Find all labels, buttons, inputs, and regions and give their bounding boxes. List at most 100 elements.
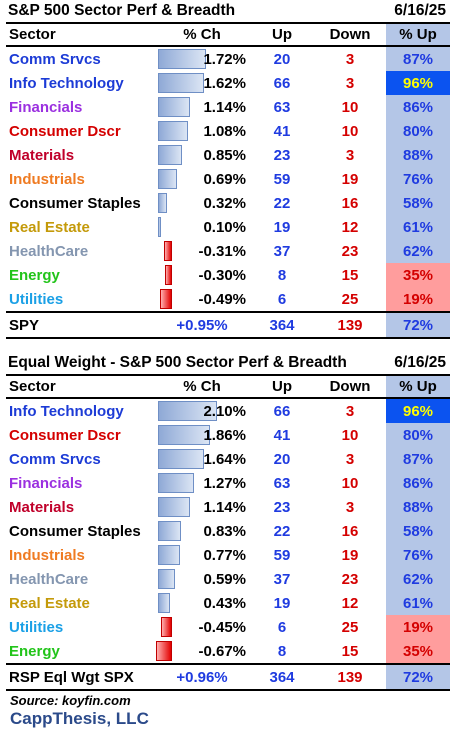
table-row: Materials 0.85% 23 3 88% bbox=[6, 143, 450, 167]
pct-change-cell: 1.86% bbox=[154, 423, 250, 447]
total-pct-change: +0.96% bbox=[154, 663, 250, 691]
total-up: 364 bbox=[250, 663, 314, 691]
up-count: 8 bbox=[277, 642, 287, 660]
down-count: 3 bbox=[345, 74, 355, 92]
sector-name: Financials bbox=[9, 474, 83, 492]
positive-change-bar bbox=[158, 97, 190, 117]
header-pct-change: % Ch bbox=[154, 22, 250, 47]
positive-change-bar bbox=[158, 473, 194, 493]
table-header: Sector % Ch Up Down % Up bbox=[6, 374, 450, 399]
up-count: 20 bbox=[273, 450, 291, 468]
total-up: 364 bbox=[250, 311, 314, 339]
pct-change-value: 1.27% bbox=[203, 474, 246, 492]
positive-change-bar bbox=[158, 145, 182, 165]
total-down: 139 bbox=[314, 663, 386, 691]
total-pct-up: 72% bbox=[386, 311, 450, 339]
up-count: 66 bbox=[273, 402, 291, 420]
header-sector: Sector bbox=[6, 374, 154, 399]
header-pct-up: % Up bbox=[386, 374, 450, 399]
down-count: 25 bbox=[341, 290, 359, 308]
pct-up: 96% bbox=[386, 71, 450, 95]
down-count: 10 bbox=[341, 98, 359, 116]
total-label: RSP Eql Wgt SPX bbox=[6, 663, 154, 691]
sector-name: Info Technology bbox=[9, 74, 124, 92]
up-count: 8 bbox=[277, 266, 287, 284]
header-pct-up: % Up bbox=[386, 22, 450, 47]
pct-change-value: 0.83% bbox=[203, 522, 246, 540]
header-down: Down bbox=[314, 374, 386, 399]
down-count: 3 bbox=[345, 146, 355, 164]
positive-change-bar bbox=[158, 569, 175, 589]
table-row: Comm Srvcs 1.64% 20 3 87% bbox=[6, 447, 450, 471]
header-up: Up bbox=[250, 374, 314, 399]
total-pct-change: +0.95% bbox=[154, 311, 250, 339]
pct-change-cell: 1.08% bbox=[154, 119, 250, 143]
table-row: Consumer Staples 0.83% 22 16 58% bbox=[6, 519, 450, 543]
pct-change-cell: 1.14% bbox=[154, 95, 250, 119]
positive-change-bar bbox=[158, 73, 204, 93]
pct-change-cell: 0.43% bbox=[154, 591, 250, 615]
positive-change-bar bbox=[158, 401, 217, 421]
pct-up: 35% bbox=[386, 263, 450, 287]
up-count: 6 bbox=[277, 290, 287, 308]
up-count: 23 bbox=[273, 498, 291, 516]
sector-name: Industrials bbox=[9, 170, 85, 188]
pct-change-cell: 1.27% bbox=[154, 471, 250, 495]
table-total-row: SPY +0.95% 364 139 72% bbox=[6, 311, 450, 339]
pct-change-cell: -0.67% bbox=[154, 639, 250, 664]
down-count: 12 bbox=[341, 594, 359, 612]
up-count: 66 bbox=[273, 74, 291, 92]
up-count: 19 bbox=[273, 218, 291, 236]
pct-up: 80% bbox=[386, 423, 450, 447]
down-count: 3 bbox=[345, 402, 355, 420]
pct-up: 88% bbox=[386, 495, 450, 519]
sector-name: Utilities bbox=[9, 618, 64, 636]
sector-name: Comm Srvcs bbox=[9, 50, 101, 68]
down-count: 10 bbox=[341, 426, 359, 444]
total-down: 139 bbox=[314, 311, 386, 339]
pct-up: 61% bbox=[386, 215, 450, 239]
header-sector: Sector bbox=[6, 22, 154, 47]
up-count: 41 bbox=[273, 426, 291, 444]
pct-change-value: 2.10% bbox=[203, 402, 246, 420]
pct-up: 88% bbox=[386, 143, 450, 167]
total-label: SPY bbox=[6, 311, 154, 339]
sector-name: HealthCare bbox=[9, 570, 89, 588]
pct-up: 76% bbox=[386, 167, 450, 191]
table-title: Equal Weight - S&P 500 Sector Perf & Bre… bbox=[8, 354, 347, 371]
negative-change-bar bbox=[160, 289, 172, 309]
up-count: 6 bbox=[277, 618, 287, 636]
pct-change-cell: 1.14% bbox=[154, 495, 250, 519]
pct-change-value: -0.49% bbox=[198, 290, 246, 308]
table-row: HealthCare 0.59% 37 23 62% bbox=[6, 567, 450, 591]
table-row: Consumer Dscr 1.08% 41 10 80% bbox=[6, 119, 450, 143]
table-header: Sector % Ch Up Down % Up bbox=[6, 22, 450, 47]
pct-change-cell: 0.85% bbox=[154, 143, 250, 167]
down-count: 19 bbox=[341, 546, 359, 564]
pct-up: 76% bbox=[386, 543, 450, 567]
pct-change-cell: -0.30% bbox=[154, 263, 250, 287]
sector-name: Real Estate bbox=[9, 594, 90, 612]
pct-change-value: 0.85% bbox=[203, 146, 246, 164]
pct-change-value: 0.77% bbox=[203, 546, 246, 564]
pct-up: 19% bbox=[386, 615, 450, 639]
positive-change-bar bbox=[158, 121, 188, 141]
sector-name: Consumer Staples bbox=[9, 522, 141, 540]
up-count: 22 bbox=[273, 194, 291, 212]
pct-change-value: 1.14% bbox=[203, 98, 246, 116]
pct-change-value: 1.08% bbox=[203, 122, 246, 140]
pct-up: 86% bbox=[386, 471, 450, 495]
pct-change-cell: 1.72% bbox=[154, 46, 250, 71]
source-note: Source: koyfin.com bbox=[10, 693, 131, 708]
sector-name: Industrials bbox=[9, 546, 85, 564]
up-count: 20 bbox=[273, 50, 291, 68]
sector-name: Comm Srvcs bbox=[9, 450, 101, 468]
pct-change-cell: -0.49% bbox=[154, 287, 250, 312]
table-row: Info Technology 2.10% 66 3 96% bbox=[6, 398, 450, 423]
up-count: 63 bbox=[273, 98, 291, 116]
down-count: 15 bbox=[341, 266, 359, 284]
table-title: S&P 500 Sector Perf & Breadth bbox=[8, 2, 236, 19]
sector-name: HealthCare bbox=[9, 242, 89, 260]
down-count: 23 bbox=[341, 242, 359, 260]
table-row: Financials 1.27% 63 10 86% bbox=[6, 471, 450, 495]
